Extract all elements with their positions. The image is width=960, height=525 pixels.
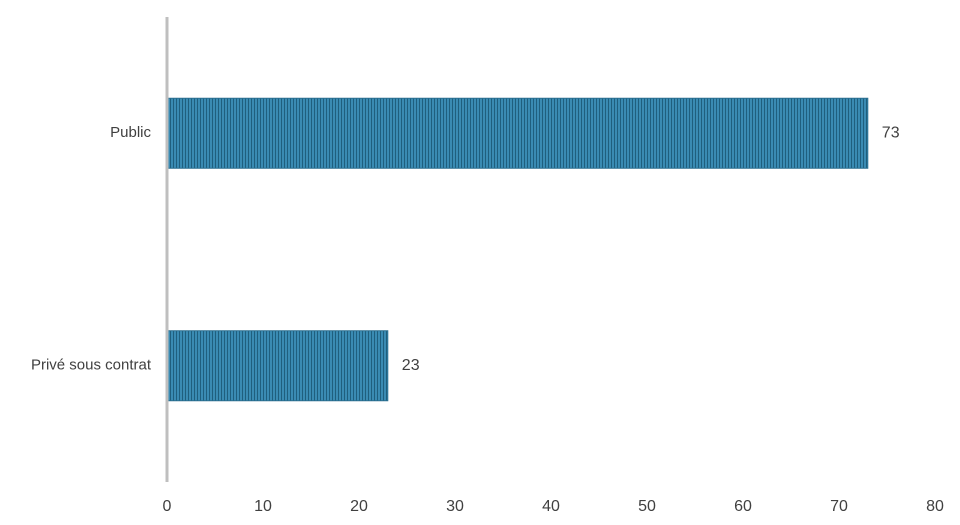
- x-tick-label: 40: [542, 498, 560, 515]
- data-label: 23: [402, 357, 420, 374]
- y-tick-label: Privé sous contrat: [31, 357, 152, 374]
- bar: [166, 97, 869, 169]
- x-tick-label: 80: [926, 498, 944, 515]
- x-tick-label: 0: [163, 498, 172, 515]
- bar: [166, 330, 389, 402]
- x-tick-label: 10: [254, 498, 272, 515]
- x-tick-label: 20: [350, 498, 368, 515]
- x-tick-label: 30: [446, 498, 464, 515]
- x-tick-label: 50: [638, 498, 656, 515]
- data-label: 73: [882, 124, 900, 141]
- x-tick-label: 70: [830, 498, 848, 515]
- x-tick-label: 60: [734, 498, 752, 515]
- y-tick-label: Public: [110, 124, 151, 141]
